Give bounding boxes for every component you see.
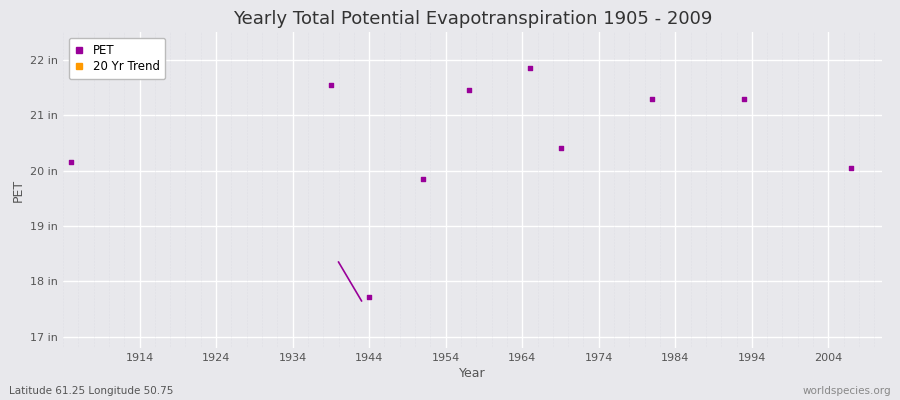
Point	[554, 145, 568, 152]
Title: Yearly Total Potential Evapotranspiration 1905 - 2009: Yearly Total Potential Evapotranspiratio…	[233, 10, 712, 28]
Point	[523, 65, 537, 71]
Y-axis label: PET: PET	[12, 178, 24, 202]
Point	[737, 95, 751, 102]
Point	[64, 159, 78, 166]
Point	[844, 165, 859, 171]
Text: Latitude 61.25 Longitude 50.75: Latitude 61.25 Longitude 50.75	[9, 386, 174, 396]
Point	[645, 95, 660, 102]
Point	[362, 294, 376, 300]
X-axis label: Year: Year	[459, 367, 486, 380]
Point	[462, 87, 476, 94]
Text: worldspecies.org: worldspecies.org	[803, 386, 891, 396]
Point	[324, 82, 338, 88]
Legend: PET, 20 Yr Trend: PET, 20 Yr Trend	[69, 38, 166, 79]
Point	[416, 176, 430, 182]
